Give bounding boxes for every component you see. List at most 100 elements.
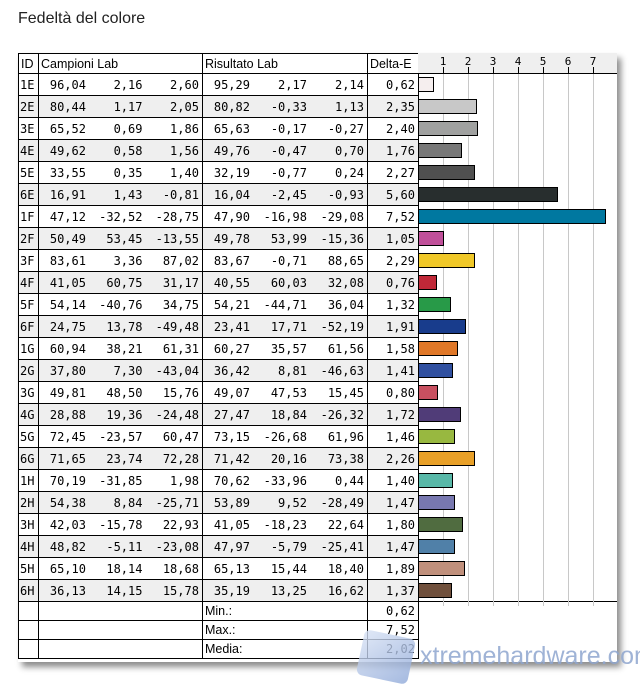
sample-lab-a: 13,78 [106,319,143,334]
result-lab-l: 60,27 [213,341,250,356]
delta-e: 2,29 [366,249,419,272]
x-axis: 1 2 3 4 5 6 7 [418,53,617,74]
sample-lab: 50,49 53,45 -13,55 [37,227,203,250]
result-lab-b: 1,13 [335,99,364,114]
delta-e: 2,27 [366,161,419,184]
sample-lab-a: 1,17 [113,99,143,114]
sample-lab-a: 19,36 [106,407,143,422]
result-lab-a: 18,84 [270,407,307,422]
sample-lab-b: 87,02 [162,253,199,268]
empty-cell [37,601,203,621]
result-lab: 23,41 17,71 -52,19 [201,315,368,338]
result-lab-a: -5,79 [270,539,307,554]
sample-lab-l: 48,82 [49,539,86,554]
sample-lab-l: 50,49 [49,231,86,246]
result-lab-l: 70,62 [213,473,250,488]
sample-lab-b: 72,28 [162,451,199,466]
sample-lab-b: 1,86 [170,121,199,136]
delta-e: 1,37 [366,579,419,602]
color-table: ID Campioni Lab Risultato Lab Delta-E 1E… [18,53,618,659]
result-lab: 54,21 -44,71 36,04 [201,293,368,316]
watermark: xtremehardware.com [420,642,640,670]
result-lab: 83,67 -0,71 88,65 [201,249,368,272]
result-lab-a: -26,68 [263,429,307,444]
sample-lab-a: 0,69 [113,121,143,136]
delta-e: 1,72 [366,403,419,426]
bar-3H [418,516,463,532]
bar-2E [418,98,477,114]
sample-lab-l: 41,05 [49,275,86,290]
row-id: 6G [18,447,39,470]
delta-e: 2,26 [366,447,419,470]
delta-e: 1,58 [366,337,419,360]
result-lab-b: 2,14 [335,77,364,92]
sample-lab-l: 36,13 [49,583,86,598]
sample-lab-a: 60,75 [106,275,143,290]
grid-line [568,74,569,606]
sample-lab: 48,82 -5,11 -23,08 [37,535,203,558]
sample-lab-l: 65,10 [49,561,86,576]
bar-3F [418,252,476,268]
sample-lab-values: 48,82 -5,11 -23,08 [42,540,199,554]
sample-lab-a: 18,14 [106,561,143,576]
tick-label: 4 [514,55,522,68]
result-lab: 73,15 -26,68 61,96 [201,425,368,448]
result-lab-a: 35,57 [270,341,307,356]
table-row: 4G 28,88 19,36 -24,48 27,47 18,84 -26,32 1,72 [18,403,617,426]
result-lab-a: 9,52 [278,495,307,510]
tick-mark [443,67,444,73]
result-lab-l: 71,42 [213,451,250,466]
sample-lab: 33,55 0,35 1,40 [37,161,203,184]
sample-lab-l: 70,19 [49,473,86,488]
delta-e: 0,80 [366,381,419,404]
sample-lab: 42,03 -15,78 22,93 [37,513,203,536]
row-id: 4G [18,403,39,426]
result-lab-l: 95,29 [213,77,250,92]
result-lab: 49,07 47,53 15,45 [201,381,368,404]
delta-e: 1,80 [366,513,419,536]
row-id: 5G [18,425,39,448]
result-lab-b: -0,93 [327,187,364,202]
tick-label: 1 [439,55,447,68]
row-id: 3E [18,117,39,140]
result-lab-values: 27,47 18,84 -26,32 [206,408,364,422]
table-row: 6F 24,75 13,78 -49,48 23,41 17,71 -52,19 1,91 [18,315,617,338]
result-lab-b: -25,41 [320,539,364,554]
sample-lab-values: 71,65 23,74 72,28 [42,452,199,466]
grid-line [518,74,519,606]
result-lab-values: 40,55 60,03 32,08 [206,276,364,290]
sample-lab-b: 61,31 [162,341,199,356]
sample-lab-b: -0,81 [162,187,199,202]
color-accuracy-panel: ID Campioni Lab Risultato Lab Delta-E 1E… [18,53,618,662]
sample-lab-values: 33,55 0,35 1,40 [42,166,199,180]
sample-lab-a: 23,74 [106,451,143,466]
bar-6F [418,318,466,334]
sample-lab-l: 24,75 [49,319,86,334]
result-lab-values: 49,76 -0,47 0,70 [206,144,364,158]
bar-2H [418,494,455,510]
summary-value: 0,62 [366,601,419,621]
sample-lab: 71,65 23,74 72,28 [37,447,203,470]
row-id: 1H [18,469,39,492]
result-lab-b: -0,27 [327,121,364,136]
result-lab-values: 16,04 -2,45 -0,93 [206,188,364,202]
bar-4H [418,538,455,554]
result-lab-values: 65,63 -0,17 -0,27 [206,122,364,136]
sample-lab-a: 48,50 [106,385,143,400]
sample-lab: 72,45 -23,57 60,47 [37,425,203,448]
sample-lab-b: -43,04 [155,363,199,378]
header-delta: Delta-E [366,53,419,74]
sample-lab-b: -23,08 [155,539,199,554]
bar-2G [418,362,454,378]
page-title: Fedeltà del colore [18,10,146,27]
result-lab-b: 18,40 [327,561,364,576]
delta-e: 1,91 [366,315,419,338]
sample-lab-b: 18,68 [162,561,199,576]
row-id: 2E [18,95,39,118]
sample-lab-l: 83,61 [49,253,86,268]
summary-label: Max.: [201,620,368,640]
empty-cell [37,620,203,640]
row-id: 4H [18,535,39,558]
result-lab-l: 65,63 [213,121,250,136]
row-id: 2F [18,227,39,250]
